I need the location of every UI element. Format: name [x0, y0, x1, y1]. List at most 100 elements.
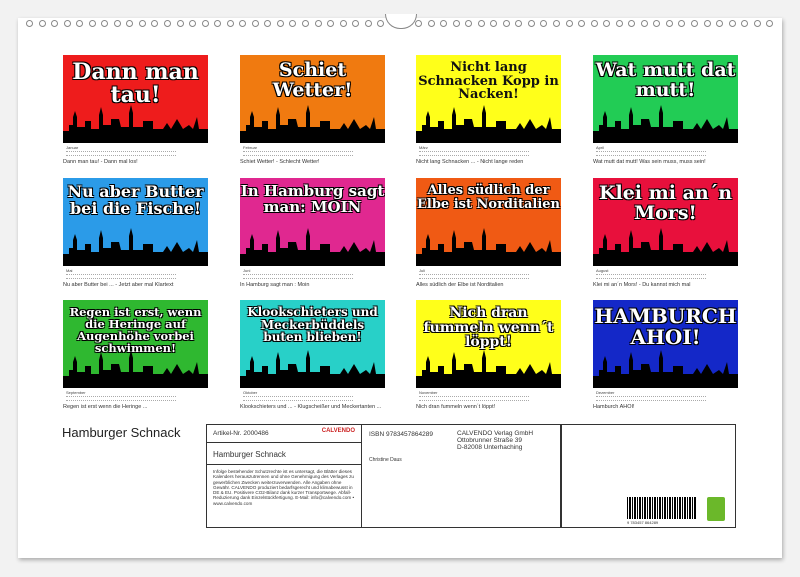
- binding-hole: [502, 20, 510, 27]
- publisher-line: Ottobrunner Straße 39: [457, 436, 523, 444]
- month-label: Mai: [66, 268, 73, 273]
- binding-hole: [527, 20, 535, 27]
- month-label: September: [66, 390, 86, 395]
- calendar-title: Hamburger Schnack: [62, 425, 181, 440]
- binding-hole: [603, 20, 611, 27]
- month-label: Juni: [243, 268, 251, 273]
- binding-hole: [239, 20, 247, 27]
- month-label: Juli: [419, 268, 426, 273]
- day-grid: [596, 151, 706, 156]
- month-image-juni: In Hamburg sagt man: MOIN: [240, 178, 385, 266]
- hamburg-skyline: [63, 228, 208, 266]
- binding-hole: [665, 20, 673, 27]
- month-image-märz: Nicht lang Schnacken Kopp in Nacken!: [416, 55, 561, 143]
- saying-text: Schiet Wetter!: [272, 59, 353, 101]
- month-label: März: [419, 145, 428, 150]
- binding-hole: [578, 20, 586, 27]
- day-grid: [243, 151, 353, 156]
- binding-hole: [151, 20, 159, 27]
- binding-hole: [176, 20, 184, 27]
- caption: Hamburch AHOI!: [593, 404, 635, 410]
- hamburg-skyline: [240, 105, 385, 143]
- binding-hole: [565, 20, 573, 27]
- binding-hole: [26, 20, 33, 27]
- day-grid: [66, 396, 176, 401]
- saying-text: Alles südlich der Elbe ist Norditalien: [417, 183, 560, 212]
- caption: Wat mutt dat mutt! Was sein muss, muss s…: [593, 159, 706, 165]
- binding-hole: [214, 20, 222, 27]
- binding-hole: [753, 20, 761, 27]
- day-grid: [419, 274, 529, 279]
- month-image-oktober: Klookschieters und Meckerbüddels buten b…: [240, 300, 385, 388]
- saying-text: Klei mi an´n Mors!: [598, 182, 733, 224]
- binding-hole: [38, 20, 46, 27]
- binding-hole: [440, 20, 448, 27]
- saying-text: HAMBURCH AHOI!: [594, 304, 737, 349]
- hamburg-skyline: [593, 105, 738, 143]
- publisher-line: CALVENDO Verlag GmbH: [457, 430, 534, 437]
- caption: Schiet Wetter! - Schlecht Wetter!: [240, 159, 320, 165]
- binding-hole: [101, 20, 109, 27]
- caption: Nicht lang Schnacken ... - Nicht lange r…: [416, 159, 524, 165]
- binding-hole: [728, 20, 736, 27]
- binding-hole: [76, 20, 84, 27]
- binding-hole: [452, 20, 460, 27]
- day-grid: [66, 274, 176, 279]
- month-image-dezember: HAMBURCH AHOI!: [593, 300, 738, 388]
- binding-hole: [716, 20, 724, 27]
- day-grid: [419, 151, 529, 156]
- hamburg-skyline: [416, 105, 561, 143]
- month-image-august: Klei mi an´n Mors!: [593, 178, 738, 266]
- binding-hole: [352, 20, 360, 27]
- binding-hole: [164, 20, 172, 27]
- binding-hole: [201, 20, 209, 27]
- caption: Alles südlich der Elbe ist Norditalien: [416, 282, 504, 288]
- divider: [560, 425, 562, 527]
- binding-hole: [590, 20, 598, 27]
- day-grid: [243, 396, 353, 401]
- binding-hole: [615, 20, 623, 27]
- article-cell: Artikel-Nr. 2000486 CALVENDO: [207, 425, 362, 443]
- binding-hole: [640, 20, 648, 27]
- binding-hole: [276, 20, 284, 27]
- month-label: Dezember: [596, 390, 615, 395]
- month-image-november: Nich dran fummeln wenn´t löppt!: [416, 300, 561, 388]
- hamburg-skyline: [416, 350, 561, 388]
- caption: In Hamburg sagt man : Moin: [240, 282, 310, 288]
- calvendo-logo: CALVENDO: [321, 428, 355, 434]
- caption: Nich dran fummeln wenn´t löppt!: [416, 404, 496, 410]
- hamburg-skyline: [593, 350, 738, 388]
- caption: Regen ist erst wenn die Heringe ...: [63, 404, 148, 410]
- binding-hole: [51, 20, 59, 27]
- binding-hole: [251, 20, 259, 27]
- barcode: [627, 497, 697, 519]
- binding-hole: [314, 20, 322, 27]
- hamburg-skyline: [240, 350, 385, 388]
- month-image-september: Regen ist erst, wenn die Heringe auf Aug…: [63, 300, 208, 388]
- day-grid: [243, 274, 353, 279]
- author: Christine Daus: [369, 457, 402, 463]
- binding-hole: [264, 20, 272, 27]
- binding-hole: [63, 20, 71, 27]
- hamburg-skyline: [240, 228, 385, 266]
- legal-text: Infolge bestehender Schutzrechte ist es …: [207, 465, 362, 527]
- month-label: August: [596, 268, 609, 273]
- info-box: Artikel-Nr. 2000486 CALVENDO Hamburger S…: [206, 424, 736, 528]
- binding-hole: [226, 20, 234, 27]
- hamburg-skyline: [63, 350, 208, 388]
- saying-text: Nich dran fummeln wenn´t löppt!: [423, 305, 554, 351]
- saying-text: Regen ist erst, wenn die Heringe auf Aug…: [69, 305, 202, 356]
- binding-hole: [490, 20, 498, 27]
- binding-hole: [414, 20, 422, 27]
- caption: Dann man tau! - Dann mal los!: [63, 159, 138, 165]
- product-name: Hamburger Schnack: [207, 443, 362, 465]
- barcode-number: 9 783457 864289: [627, 520, 659, 525]
- day-grid: [419, 396, 529, 401]
- binding-hole: [126, 20, 134, 27]
- month-label: Oktober: [243, 390, 258, 395]
- binding-hole: [766, 20, 774, 27]
- binding-hole: [113, 20, 121, 27]
- binding-hole: [302, 20, 310, 27]
- binding-hole: [138, 20, 146, 27]
- month-label: Januar: [66, 145, 79, 150]
